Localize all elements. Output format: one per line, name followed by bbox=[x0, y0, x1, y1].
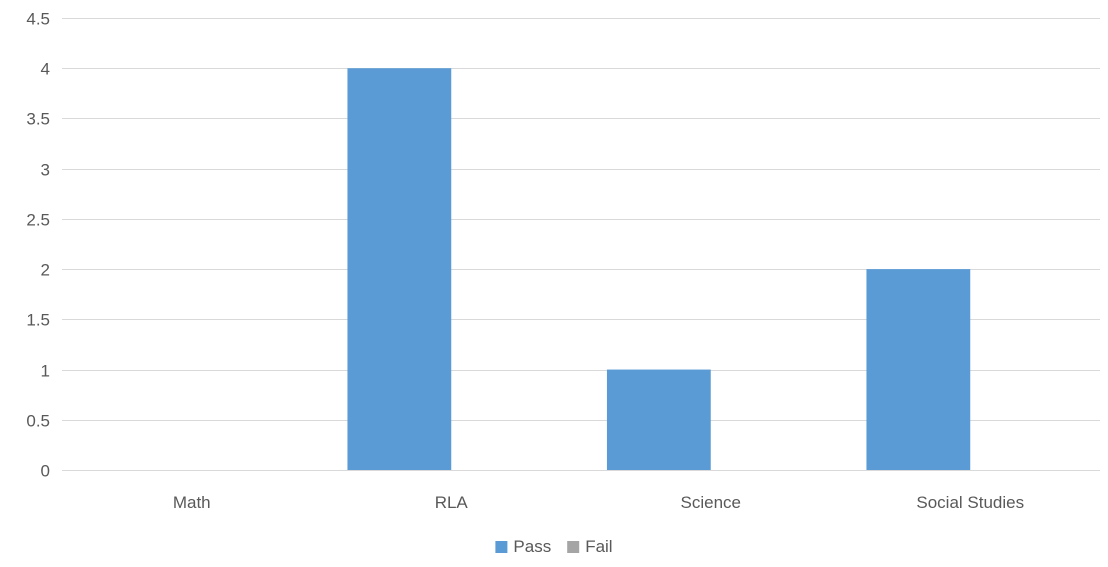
y-tick-label: 3 bbox=[41, 161, 50, 180]
legend: Pass Fail bbox=[495, 537, 613, 556]
legend-label-pass: Pass bbox=[513, 537, 551, 556]
x-tick-label: Social Studies bbox=[916, 493, 1024, 512]
y-tick-label: 2 bbox=[41, 261, 50, 280]
y-tick-label: 1.5 bbox=[26, 311, 50, 330]
bars bbox=[347, 68, 971, 470]
bar-pass-rla bbox=[347, 68, 452, 470]
legend-item-fail: Fail bbox=[567, 537, 613, 556]
gridlines bbox=[62, 18, 1100, 471]
legend-swatch-fail bbox=[567, 541, 580, 553]
x-tick-label: Math bbox=[173, 493, 211, 512]
legend-swatch-pass bbox=[495, 541, 508, 553]
legend-item-pass: Pass bbox=[495, 537, 551, 556]
x-tick-label: Science bbox=[681, 493, 741, 512]
bar-pass-science bbox=[606, 369, 711, 470]
y-tick-label: 4.5 bbox=[26, 10, 50, 29]
x-tick-label: RLA bbox=[435, 493, 469, 512]
y-tick-label: 3.5 bbox=[26, 110, 50, 129]
legend-label-fail: Fail bbox=[585, 537, 612, 556]
y-tick-label: 0 bbox=[41, 462, 50, 481]
y-tick-label: 1 bbox=[41, 362, 50, 381]
y-tick-label: 4 bbox=[41, 60, 50, 79]
y-axis-ticks: 0 0.5 1 1.5 2 2.5 3 3.5 4 4.5 bbox=[26, 10, 50, 481]
bar-pass-social-studies bbox=[866, 269, 971, 470]
y-tick-label: 2.5 bbox=[26, 211, 50, 230]
y-tick-label: 0.5 bbox=[26, 412, 50, 431]
x-axis-ticks: Math RLA Science Social Studies bbox=[173, 493, 1024, 512]
